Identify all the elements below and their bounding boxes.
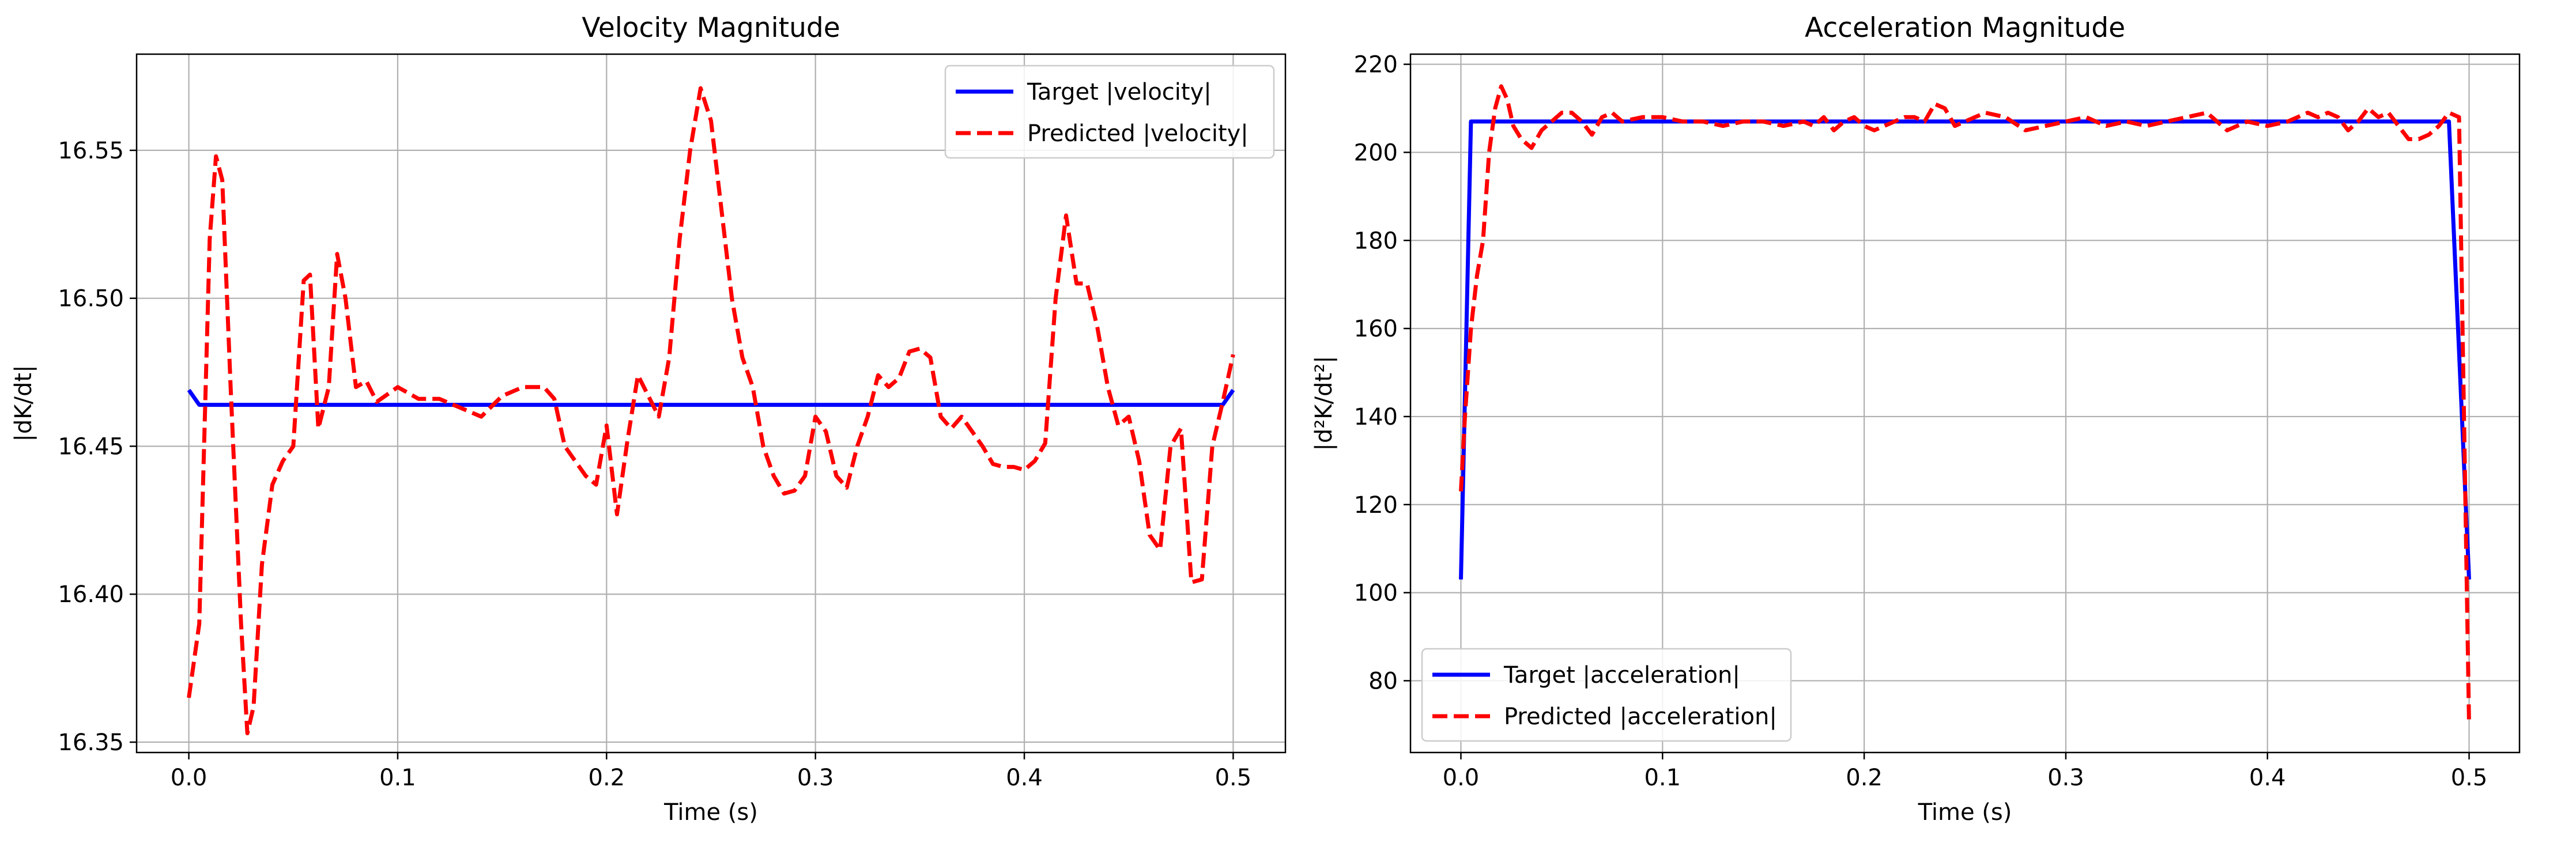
y-tick-label: 200 [1354,139,1398,166]
acceleration-panel: 0.0 0.1 0.2 0.3 0.4 0.5 80 100 120 140 160 180 200 22… [1311,12,2521,826]
x-tick-label: 0.3 [797,765,834,791]
y-tick-label: 80 [1368,668,1398,694]
legend: Target |velocity| Predicted |velocity| [944,65,1275,159]
legend-label: Predicted |acceleration| [1504,704,1777,730]
x-tick-label: 0.0 [1443,765,1480,791]
x-tick-label: 0.4 [1006,765,1043,791]
target-series-line [187,388,1235,407]
legend-label: Target |velocity| [1027,79,1212,105]
y-tick-label: 160 [1354,316,1398,342]
x-tick-label: 0.1 [1644,765,1681,791]
y-axis-label: |d²K/dt²| [1311,356,1337,451]
velocity-panel: 0.0 0.1 0.2 0.3 0.4 0.5 16.35 16.40 16.45 16.50 16… [10,12,1287,826]
target-series-line [1459,119,2471,580]
legend: Target |acceleration| Predicted |accelera… [1421,648,1792,742]
legend-box [1421,648,1792,742]
legend-label: Target |acceleration| [1503,662,1740,689]
axes-frame [1409,53,2521,754]
y-tick-label: 16.50 [58,286,124,312]
legend-box [944,65,1275,159]
x-tick-label: 0.2 [1846,765,1883,791]
y-tick-label: 180 [1354,228,1398,254]
x-tick-label: 0.3 [2047,765,2084,791]
chart-title: Velocity Magnitude [582,12,840,44]
axes-frame [135,53,1287,754]
y-axis-label: |dK/dt| [10,365,37,441]
y-tick-label: 16.55 [58,138,124,164]
y-tick-label: 16.45 [58,433,124,460]
predicted-series-line [187,86,1235,736]
y-tick-label: 120 [1354,492,1398,519]
x-tick-label: 0.4 [2249,765,2286,791]
chart-title: Acceleration Magnitude [1805,12,2125,44]
x-tick-label: 0.5 [1215,765,1252,791]
x-axis-label: Time (s) [663,799,758,826]
x-tick-label: 0.5 [2451,765,2488,791]
legend-label: Predicted |velocity| [1027,120,1249,147]
y-tick-label: 140 [1354,404,1398,430]
x-tick-label: 0.1 [379,765,416,791]
x-tick-label: 0.2 [589,765,625,791]
x-axis-label: Time (s) [1918,799,2012,826]
y-tick-label: 16.35 [58,729,124,756]
predicted-series-line [1459,84,2471,725]
y-tick-label: 220 [1354,52,1398,78]
x-tick-label: 0.0 [171,765,208,791]
y-tick-label: 100 [1354,580,1398,607]
y-tick-label: 16.40 [58,581,124,608]
